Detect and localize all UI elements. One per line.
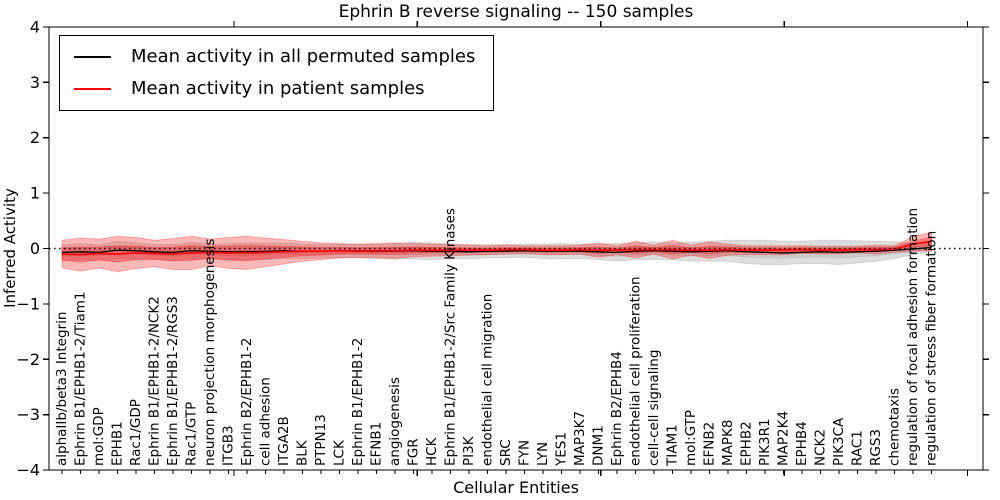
legend-box: Mean activity in all permuted samples Me… — [59, 35, 495, 111]
x-tick-label: TIAM1 — [665, 424, 681, 467]
x-tick-label: NCK2 — [813, 429, 829, 466]
x-tick-label: PIK3R1 — [757, 418, 773, 466]
x-tick-label: Rac1/GDP — [128, 399, 144, 466]
x-tick-label: PI3K — [461, 435, 477, 466]
x-tick-label: neuron projection morphogenesis — [202, 239, 218, 466]
x-tick-label: RAC1 — [850, 430, 866, 466]
legend-item-permuted: Mean activity in all permuted samples — [74, 46, 475, 68]
x-tick-label: EFNB2 — [702, 422, 718, 466]
x-tick-label: PTPN13 — [313, 414, 329, 466]
x-tick-label: FYN — [517, 440, 533, 466]
x-tick-label: BLK — [295, 439, 311, 466]
permuted-mean-line — [61, 246, 932, 254]
y-tick-label: 2 — [30, 128, 40, 147]
y-tick-label: −3 — [16, 405, 40, 424]
x-tick-label: alphaIIb/beta3 Integrin — [54, 312, 70, 466]
x-tick-label: endothelial cell migration — [480, 294, 496, 466]
x-tick-label: PIK3CA — [831, 417, 847, 466]
y-tick-label: −4 — [16, 461, 40, 480]
chart-title: Ephrin B reverse signaling -- 150 sample… — [338, 2, 694, 22]
x-tick-label: Ephrin B2/EPHB4 — [609, 351, 625, 466]
x-tick-label: Ephrin B1/EPHB1-2/Tiam1 — [73, 292, 89, 466]
x-tick-label: endothelial cell proliferation — [628, 276, 644, 466]
x-tick-label: chemotaxis — [887, 388, 903, 466]
x-tick-label: ITGA2B — [276, 416, 292, 466]
x-tick-label: MAP2K4 — [776, 411, 792, 466]
x-tick-label: cell-cell signaling — [646, 350, 662, 466]
y-tick-label: 0 — [30, 239, 40, 258]
x-tick-label: regulation of stress fiber formation — [924, 231, 940, 466]
x-tick-label: LYN — [535, 442, 551, 466]
x-tick-label: LCK — [332, 439, 348, 466]
x-tick-label: regulation of focal adhesion formation — [905, 208, 921, 466]
x-tick-label: Ephrin B1/EPHB1-2 — [350, 338, 366, 466]
patient-line-swatch — [74, 88, 111, 90]
permuted-line-swatch — [74, 56, 111, 58]
y-tick-label: −1 — [16, 294, 40, 313]
x-tick-label: YES1 — [554, 432, 570, 467]
x-axis-label: Cellular Entities — [453, 478, 579, 497]
y-tick-label: −2 — [16, 350, 40, 369]
x-tick-label: Ephrin B1/EPHB1-2/NCK2 — [147, 296, 163, 466]
x-tick-label: cell adhesion — [258, 377, 274, 466]
x-tick-label: HCK — [424, 436, 440, 466]
y-tick-label: 3 — [30, 73, 40, 92]
x-tick-label: FGR — [406, 438, 422, 466]
x-tick-label: EPHB4 — [794, 421, 810, 466]
x-tick-label: MAPK8 — [720, 420, 736, 466]
x-tick-label: EFNB1 — [369, 422, 385, 466]
x-tick-label: Ephrin B2/EPHB1-2 — [239, 338, 255, 466]
x-tick-label: Rac1/GTP — [184, 402, 200, 466]
x-tick-label: angiogenesis — [387, 377, 403, 466]
x-tick-label: RGS3 — [868, 429, 884, 466]
legend-item-patient: Mean activity in patient samples — [74, 78, 475, 100]
y-tick-label: 4 — [30, 17, 40, 36]
patient-mean-line — [61, 240, 932, 256]
x-tick-label: SRC — [498, 439, 514, 466]
y-tick-label: 1 — [30, 184, 40, 203]
legend-label-patient: Mean activity in patient samples — [131, 78, 425, 99]
x-tick-label: Ephrin B1/EPHB1-2/RGS3 — [165, 296, 181, 466]
x-tick-label: EPHB2 — [739, 421, 755, 466]
legend-label-permuted: Mean activity in all permuted samples — [131, 46, 476, 67]
x-tick-label: MAP3K7 — [572, 411, 588, 466]
x-tick-label: ITGB3 — [221, 425, 237, 466]
x-tick-label: mol:GDP — [91, 407, 107, 466]
x-tick-label: DNM1 — [591, 425, 607, 466]
x-tick-label: mol:GTP — [683, 410, 699, 466]
x-tick-label: EPHB1 — [110, 421, 126, 466]
band-permuted-outer — [61, 239, 932, 266]
x-tick-label: Ephrin B1/EPHB1-2/Src Family Kinases — [443, 208, 459, 466]
